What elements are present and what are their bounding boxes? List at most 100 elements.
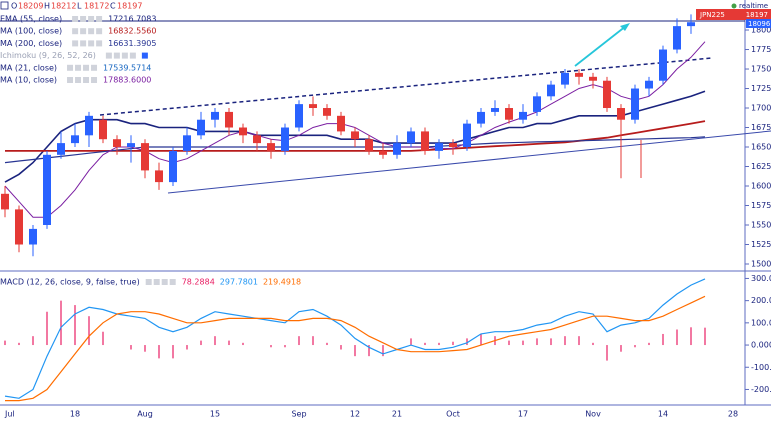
price-tag-symbol: JPN225 (699, 11, 725, 19)
y-tick-label: 16500 (751, 143, 771, 152)
candle-body (15, 209, 23, 245)
legend-icon[interactable] (83, 77, 90, 83)
candle-body (519, 111, 527, 120)
candle-body (29, 228, 37, 245)
ohlc-value: 18209 (18, 2, 43, 11)
legend-name: MA (200, close) (0, 39, 62, 48)
candle-body (505, 108, 513, 120)
candle-body (687, 22, 695, 27)
ohlc-key: O (11, 2, 17, 11)
macd-legend-value: 297.7801 (220, 278, 258, 287)
price-tag-value: 18197 (746, 11, 768, 19)
legend-icon[interactable] (72, 28, 79, 35)
candle-body (673, 26, 681, 50)
legend-icon[interactable] (88, 16, 95, 22)
candle-body (393, 143, 401, 155)
x-tick-label: Oct (446, 410, 460, 419)
x-tick-label: 21 (392, 410, 402, 419)
legend-swatch (141, 52, 148, 59)
candle-body (645, 80, 653, 89)
candle-body (127, 143, 135, 148)
x-tick-label: Aug (137, 410, 153, 419)
legend-icon[interactable] (121, 52, 128, 59)
status-dot (731, 3, 737, 9)
candle-body (99, 119, 107, 140)
legend-icon[interactable] (67, 64, 74, 71)
legend-value: 17539.5714 (103, 63, 151, 72)
candle-body (225, 111, 233, 128)
candle-body (463, 123, 471, 148)
candle-body (253, 135, 261, 144)
legend-icon[interactable] (83, 64, 90, 71)
x-tick-label: 15 (210, 410, 220, 419)
candle-body (295, 104, 303, 128)
legend-icon[interactable] (91, 77, 98, 83)
candle-body (603, 80, 611, 109)
candle-body (211, 111, 219, 120)
legend-name: MA (10, close) (0, 76, 57, 85)
candle-body (197, 119, 205, 136)
legend-icon[interactable] (75, 77, 82, 83)
x-tick-label: 28 (728, 410, 738, 419)
y-tick-label: 15500 (751, 221, 771, 230)
candle-body (575, 72, 583, 77)
legend-icon[interactable] (88, 40, 95, 47)
legend-icon[interactable] (75, 64, 82, 71)
legend-icon[interactable] (80, 16, 87, 22)
trendline (167, 130, 771, 194)
y-tick-label: 17500 (751, 65, 771, 74)
legend-icon[interactable] (96, 16, 103, 22)
candle-body (547, 84, 555, 97)
y-tick-label: 0.0000 (751, 341, 771, 350)
candle-body (589, 76, 597, 81)
legend-icon[interactable] (72, 16, 79, 22)
ohlc-value: 18172 (84, 2, 109, 11)
candle-body (113, 139, 121, 148)
legend-icon[interactable] (113, 52, 120, 59)
candle-body (71, 135, 79, 144)
x-tick-label: Jul (4, 410, 15, 419)
collapse-icon[interactable] (0, 1, 9, 10)
legend-icon[interactable] (145, 279, 152, 285)
y-tick-label: 16250 (751, 162, 771, 171)
legend-icon[interactable] (96, 28, 103, 35)
legend-icon[interactable] (153, 279, 160, 285)
candle-body (477, 111, 485, 124)
x-tick-label: 17 (518, 410, 528, 419)
legend-icon[interactable] (96, 40, 103, 47)
candle-body (337, 115, 345, 132)
y-tick-label: -100.00 (751, 363, 771, 372)
legend-value: 17216.7083 (108, 15, 156, 24)
legend-name: Ichimoku (9, 26, 52, 26) (0, 51, 96, 60)
trendline-dashed (99, 57, 713, 116)
candle-body (85, 115, 93, 136)
legend-icon[interactable] (88, 28, 95, 35)
legend-icon[interactable] (161, 279, 168, 285)
legend-icon[interactable] (67, 77, 74, 83)
macd-line (5, 295, 706, 402)
legend-icon[interactable] (72, 40, 79, 47)
x-tick-label: Nov (585, 410, 601, 419)
legend-icon[interactable] (169, 279, 176, 285)
candle-body (631, 88, 639, 120)
candle-body (169, 150, 177, 183)
macd-title: MACD (12, 26, close, 9, false, true) (0, 278, 140, 287)
legend-icon[interactable] (105, 52, 112, 59)
y-tick-label: 16000 (751, 182, 771, 191)
candle-body (379, 150, 387, 155)
ma-line (5, 120, 706, 152)
status: realtime (731, 2, 768, 10)
legend: O 18209 H 18212 L 18172 C 18197 EMA (55, close) 1… (0, 2, 301, 287)
legend-icon[interactable] (129, 52, 136, 59)
ohlc-key: H (44, 2, 50, 11)
candle-body (407, 131, 415, 144)
ohlc-key: L (77, 2, 82, 11)
candle-body (239, 127, 247, 136)
legend-icon[interactable] (80, 28, 87, 35)
plot-area: 15000 15250 15500 15750 16000 16250 16500 16750… (1, 9, 771, 419)
candle-body (533, 96, 541, 112)
ohlc-value: 18212 (51, 2, 76, 11)
legend-icon[interactable] (80, 40, 87, 47)
legend-icon[interactable] (91, 64, 98, 71)
